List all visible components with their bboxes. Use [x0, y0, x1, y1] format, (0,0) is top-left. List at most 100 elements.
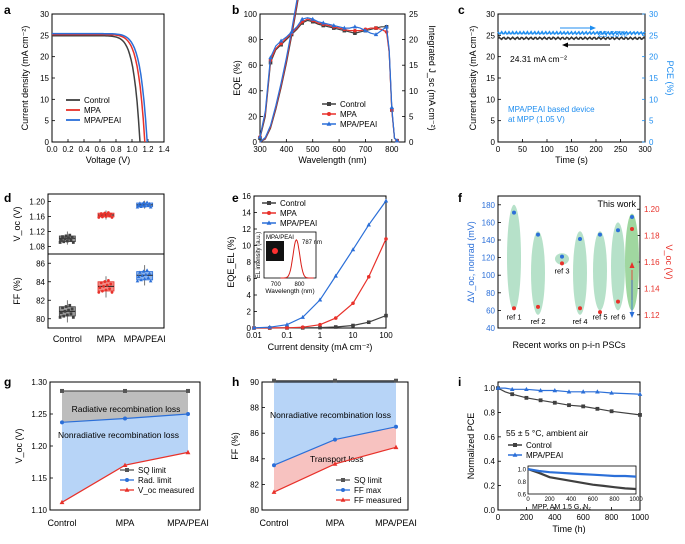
- y-tick-label: 30: [486, 10, 495, 19]
- stability-point: [552, 388, 558, 393]
- panel-letter: a: [4, 3, 11, 17]
- y-tick-label: 5: [45, 117, 50, 126]
- jv-curve-2: [52, 32, 148, 143]
- loss-point: [185, 449, 191, 455]
- stability-point: [595, 406, 600, 411]
- ff-point: [103, 280, 107, 283]
- y-axis-title: EQE_EL (%): [226, 236, 236, 287]
- right-tick-label: 1.16: [644, 258, 660, 267]
- eqe-el-point: [267, 324, 272, 329]
- eqe-el-point: [350, 247, 356, 252]
- inset-stability-0: [527, 468, 637, 491]
- voc-point: [141, 200, 146, 205]
- x-tick-label: 150: [565, 145, 579, 154]
- eqe-point: [342, 25, 347, 30]
- eqe-el-point: [366, 222, 371, 227]
- ref-ellipse: [611, 222, 625, 311]
- inset-tick: 800: [294, 282, 305, 288]
- eqe-el-point: [366, 275, 371, 279]
- right-tick-label: 10: [409, 87, 418, 96]
- x-tick-label: 0.4: [78, 145, 90, 154]
- voc-point: [139, 204, 143, 209]
- stability-point: [580, 389, 586, 394]
- stability-point: [538, 398, 543, 403]
- ff-point: [108, 287, 111, 291]
- y-right-axis-title: V_oc (V): [664, 244, 674, 279]
- region-label: Nonradiative recombination loss: [58, 430, 179, 440]
- y-tick-label: 84: [250, 455, 259, 464]
- y-tick-label: 84: [36, 278, 45, 287]
- legend-label: MPA/PEAI: [526, 451, 563, 460]
- ff-point: [97, 290, 101, 294]
- inset-tick: 600: [588, 497, 599, 503]
- voc-point: [65, 239, 69, 243]
- ff-point: [109, 282, 113, 286]
- dv-point: [512, 210, 516, 215]
- x-tick-label: 0.01: [246, 331, 262, 340]
- y-tick-label: 140: [482, 236, 496, 245]
- voc-point: [536, 304, 540, 309]
- x-tick-label: 200: [589, 145, 603, 154]
- ff-frame: [47, 253, 165, 329]
- y-tick-label: 12: [242, 225, 251, 234]
- ff-point: [144, 272, 148, 276]
- ff-point: [272, 463, 276, 468]
- y-tick-label: 0.4: [484, 457, 496, 466]
- y-tick-label: 10: [242, 242, 251, 251]
- y-tick-label: 1.20: [31, 442, 47, 451]
- x-tick-label: 1.2: [142, 145, 154, 154]
- ref-ellipse: [593, 231, 607, 311]
- eqe-el-point: [366, 320, 371, 325]
- condition-line: MPA/PEAI based device: [508, 105, 595, 114]
- eqe-point: [331, 23, 337, 28]
- y-axis-title: Normalized PCE: [466, 413, 476, 480]
- legend-label: MPA: [84, 106, 101, 115]
- ff-point: [102, 284, 105, 288]
- ff-point: [332, 461, 338, 466]
- eqe-el-point: [284, 322, 290, 327]
- voc-point: [140, 202, 145, 207]
- y-tick-label: 86: [36, 259, 45, 268]
- right-tick-label: 5: [649, 117, 654, 126]
- y-tick-label: 1.25: [31, 410, 47, 419]
- stability-point: [552, 400, 557, 405]
- ff-point: [139, 278, 143, 282]
- voc-point: [110, 216, 114, 219]
- ff-point: [272, 378, 276, 383]
- y-tick-label: 5: [491, 117, 496, 126]
- ff-point: [394, 424, 398, 429]
- y-tick-label: 80: [248, 36, 257, 45]
- voc-point: [70, 235, 74, 239]
- jv-curve-0: [52, 35, 141, 143]
- ref-ellipse: [531, 231, 545, 315]
- category-label: MPA/PEAI: [167, 518, 209, 528]
- x-tick-label: 1.4: [158, 145, 170, 154]
- y-tick-label: 60: [248, 61, 257, 70]
- x-tick-label: 500: [306, 145, 320, 154]
- eqe-el-point: [317, 297, 323, 302]
- y-tick-label: 1.15: [31, 474, 47, 483]
- right-tick-label: 1.18: [644, 232, 660, 241]
- current-arrow-head: [562, 42, 568, 48]
- right-tick-label: 15: [649, 74, 658, 83]
- x-tick-label: 1000: [631, 513, 649, 522]
- eqe-point: [299, 16, 305, 21]
- panel-letter: h: [232, 375, 239, 389]
- category-label: Control: [47, 518, 76, 528]
- inset-stability-1: [527, 468, 637, 478]
- eqe-point: [353, 28, 357, 33]
- legend-marker: [340, 497, 346, 502]
- y-tick-label: 8: [247, 258, 252, 267]
- y-tick-label: 80: [36, 315, 45, 324]
- y-axis-title: ΔV_oc, nonrad (mV): [466, 221, 476, 303]
- y-axis-title: Current density (mA cm⁻²): [468, 26, 478, 131]
- legend-marker: [267, 201, 271, 205]
- ff-point: [135, 279, 140, 283]
- legend-marker: [341, 478, 345, 482]
- eqe-point: [310, 16, 315, 21]
- ff-point: [70, 307, 74, 311]
- y-tick-label: 120: [482, 254, 496, 263]
- right-tick-label: 15: [409, 61, 418, 70]
- voc-point: [63, 237, 67, 241]
- legend-label: MPA/PEAI: [280, 219, 317, 228]
